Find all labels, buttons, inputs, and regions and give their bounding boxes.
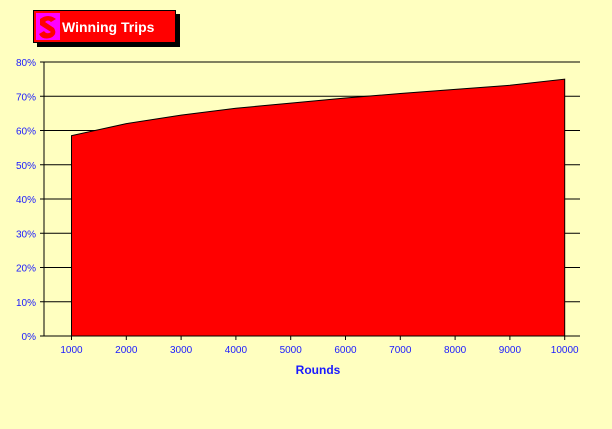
x-tick-label: 7000 — [389, 345, 412, 356]
area-series — [71, 78, 566, 337]
x-tick-label: 3000 — [170, 345, 193, 356]
y-tick-label: 30% — [16, 229, 36, 240]
y-tick-label: 50% — [16, 161, 36, 172]
x-tick-label: 9000 — [499, 345, 522, 356]
y-tick-label: 10% — [16, 298, 36, 309]
x-tick-label: 6000 — [334, 345, 357, 356]
x-axis-title: Rounds — [296, 363, 341, 377]
y-tick-label: 40% — [16, 195, 36, 206]
x-tick-label: 1000 — [60, 345, 83, 356]
x-tick-label: 10000 — [551, 345, 579, 356]
y-tick-label: 70% — [16, 92, 36, 103]
x-tick-label: 4000 — [225, 345, 248, 356]
y-axis: 0% 10% 20% 30% 40% 50% 60% 70% 80% — [16, 58, 45, 343]
y-tick-label: 0% — [22, 332, 37, 343]
x-tick-label: 8000 — [444, 345, 467, 356]
y-tick-label: 20% — [16, 264, 36, 275]
x-tick-label: 2000 — [115, 345, 138, 356]
y-tick-label: 60% — [16, 127, 36, 138]
chart-title: Winning Trips — [62, 19, 155, 35]
chart-title-box: Winning Trips — [33, 10, 176, 43]
plot-series — [71, 78, 566, 337]
y-tick-label: 80% — [16, 58, 36, 69]
logo-icon — [36, 13, 60, 40]
x-axis: 1000 2000 3000 4000 5000 6000 7000 8000 9000 1000… — [44, 335, 580, 356]
x-tick-label: 5000 — [280, 345, 303, 356]
